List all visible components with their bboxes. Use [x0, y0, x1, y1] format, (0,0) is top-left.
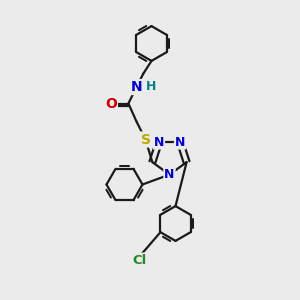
Text: N: N [131, 80, 142, 94]
Text: H: H [146, 80, 157, 94]
Text: N: N [164, 168, 175, 181]
Text: Cl: Cl [132, 254, 147, 267]
Text: N: N [154, 136, 164, 148]
Text: N: N [175, 136, 185, 148]
Text: S: S [140, 133, 151, 146]
Text: O: O [105, 97, 117, 110]
